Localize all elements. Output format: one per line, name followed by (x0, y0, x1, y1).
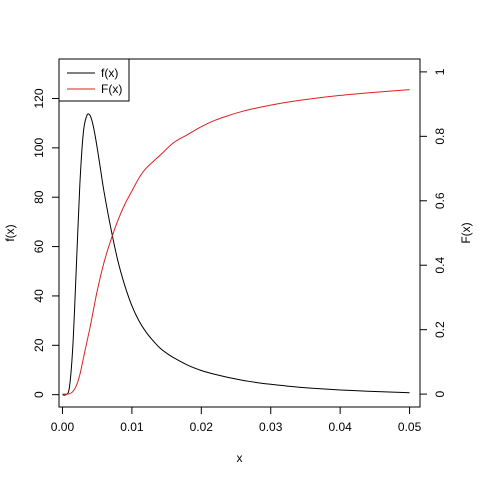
y-tick-label-left: 120 (32, 88, 46, 108)
x-axis-label: x (237, 451, 243, 465)
y-axis-label-left: f(x) (3, 224, 17, 241)
y-tick-label-left: 0 (32, 391, 46, 398)
y-tick-label-left: 100 (32, 138, 46, 158)
y-tick-label-right: 0.2 (433, 321, 447, 338)
legend-box (58, 58, 130, 102)
series-layer (62, 89, 410, 396)
legend: f(x) F(x) (58, 58, 130, 102)
x-tick-label: 0.02 (190, 420, 214, 434)
y-tick-label-right: 1 (433, 68, 447, 75)
x-tick-label: 0.01 (120, 420, 144, 434)
legend-label-f: f(x) (101, 66, 118, 80)
y-tick-label-left: 40 (32, 289, 46, 303)
legend-label-F: F(x) (101, 82, 122, 96)
y-tick-label-right: 0.4 (433, 257, 447, 274)
x-tick-label: 0.00 (51, 420, 75, 434)
series-line-density (62, 113, 410, 396)
x-tick-label: 0.04 (328, 420, 352, 434)
series-line-cdf (62, 89, 410, 395)
x-tick-label: 0.03 (259, 420, 283, 434)
y-axis-label-right: F(x) (459, 222, 473, 243)
axes-layer: 0.00 0.01 0.02 0.03 0.04 0.05 0 20 40 60 80 100 120 0… (32, 68, 447, 434)
y-tick-label-right: 0.6 (433, 192, 447, 209)
y-tick-label-right: 0 (433, 390, 447, 397)
y-tick-label-left: 80 (32, 190, 46, 204)
y-tick-label-left: 20 (32, 338, 46, 352)
x-tick-label: 0.05 (398, 420, 422, 434)
y-tick-label-right: 0.8 (433, 128, 447, 145)
y-tick-label-left: 60 (32, 240, 46, 254)
